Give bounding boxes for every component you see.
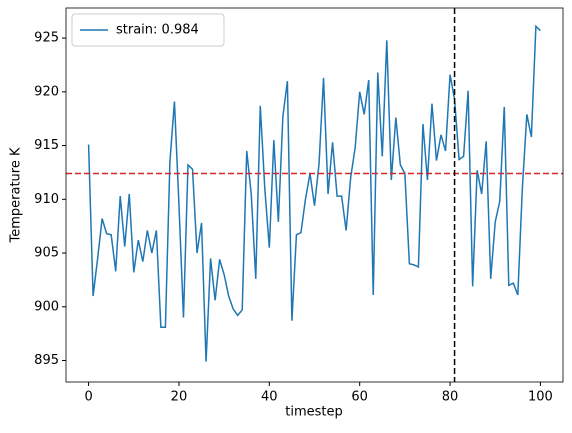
legend-box xyxy=(71,13,225,47)
legend-label: strain: 0.984 xyxy=(116,23,199,38)
y-tick-label: 905 xyxy=(34,246,59,261)
y-tick-label: 900 xyxy=(34,299,59,314)
plot-frame xyxy=(65,7,564,383)
y-tick-label: 895 xyxy=(34,353,59,368)
x-tick-label: 60 xyxy=(351,390,368,405)
x-tick-label: 0 xyxy=(84,390,92,405)
y-axis-label: Temperature K xyxy=(9,147,24,243)
y-tick-label: 920 xyxy=(34,84,59,99)
x-tick-label: 40 xyxy=(261,390,278,405)
y-tick-label: 915 xyxy=(34,138,59,153)
x-axis-label: timestep xyxy=(285,405,343,420)
x-tick-label: 20 xyxy=(171,390,188,405)
y-tick-label: 925 xyxy=(34,31,59,46)
x-tick-label: 100 xyxy=(528,390,553,405)
x-tick-label: 80 xyxy=(442,390,459,405)
y-tick-label: 910 xyxy=(34,192,59,207)
data-line xyxy=(87,24,541,362)
